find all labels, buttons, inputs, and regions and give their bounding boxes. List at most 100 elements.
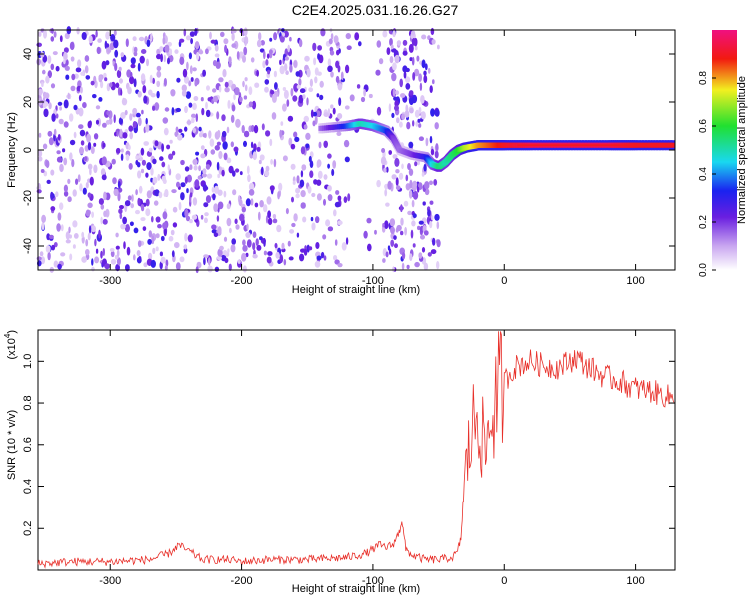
noise-blob <box>333 255 338 261</box>
noise-blob <box>392 62 397 71</box>
noise-blob <box>271 112 277 120</box>
noise-blob <box>212 88 217 93</box>
noise-blob <box>133 46 138 53</box>
noise-blob <box>137 62 141 72</box>
noise-blob <box>272 218 278 224</box>
noise-blob <box>231 28 237 34</box>
noise-blob <box>103 191 107 201</box>
noise-blob <box>64 65 70 71</box>
noise-blob <box>205 164 211 170</box>
noise-blob <box>119 128 123 138</box>
noise-blob <box>294 136 300 143</box>
noise-blob <box>270 90 275 95</box>
noise-blob <box>188 52 192 60</box>
noise-blob <box>53 260 59 268</box>
noise-blob <box>102 122 107 128</box>
noise-blob <box>242 265 247 273</box>
noise-blob <box>430 249 437 255</box>
noise-blob <box>57 212 62 221</box>
noise-blob <box>298 94 304 104</box>
noise-blob <box>168 153 174 160</box>
noise-blob <box>175 126 179 133</box>
noise-blob <box>55 191 59 198</box>
noise-blob <box>91 211 94 218</box>
noise-blob <box>408 141 414 149</box>
noise-blob <box>312 120 316 127</box>
noise-blob <box>235 168 240 173</box>
noise-blob <box>78 94 82 102</box>
noise-blob <box>189 65 193 75</box>
noise-blob <box>63 121 69 128</box>
noise-blob <box>398 172 404 180</box>
noise-blob <box>385 251 389 258</box>
noise-blob <box>133 227 139 234</box>
noise-blob <box>143 95 148 104</box>
noise-blob <box>67 196 72 203</box>
noise-blob <box>239 96 243 103</box>
noise-blob <box>411 199 415 208</box>
noise-blob <box>298 78 302 86</box>
noise-blob <box>85 182 89 189</box>
noise-blob <box>156 65 162 72</box>
noise-blob <box>310 109 314 118</box>
noise-blob <box>238 198 243 207</box>
noise-blob <box>44 92 50 99</box>
noise-blob <box>312 111 318 117</box>
noise-blob <box>155 233 160 239</box>
noise-blob <box>115 147 121 154</box>
noise-blob <box>392 154 398 159</box>
noise-blob <box>216 141 221 146</box>
noise-blob <box>63 47 69 53</box>
noise-blob <box>265 130 271 137</box>
colorbar-tick-label: 0.8 <box>698 71 709 85</box>
noise-blob <box>292 95 298 102</box>
noise-blob <box>259 48 265 53</box>
noise-blob <box>250 198 254 206</box>
noise-blob <box>230 141 234 148</box>
noise-blob <box>116 257 121 266</box>
noise-blob <box>425 137 429 147</box>
noise-blob <box>135 189 138 196</box>
noise-blob <box>87 202 93 209</box>
noise-blob <box>431 215 434 221</box>
noise-blob <box>283 259 287 266</box>
noise-blob <box>332 107 336 115</box>
noise-blob <box>111 158 116 165</box>
noise-blob <box>100 168 106 177</box>
noise-blob <box>292 180 296 185</box>
noise-blob <box>317 53 321 60</box>
noise-blob <box>245 198 251 207</box>
noise-blob <box>89 176 94 186</box>
noise-blob <box>103 210 107 217</box>
noise-blob <box>192 197 198 206</box>
noise-blob <box>301 164 307 171</box>
noise-blob <box>156 80 161 88</box>
noise-blob <box>327 226 334 232</box>
noise-blob <box>57 101 63 106</box>
noise-blob <box>392 30 396 38</box>
noise-blob <box>80 140 85 146</box>
noise-blob <box>85 239 89 247</box>
noise-blob <box>184 106 188 113</box>
noise-blob <box>309 78 313 87</box>
noise-blob <box>256 146 261 152</box>
noise-blob <box>402 50 408 56</box>
noise-blob <box>300 190 306 198</box>
noise-blob <box>130 203 134 209</box>
noise-blob <box>344 105 350 110</box>
noise-blob <box>159 156 164 161</box>
noise-blob <box>59 35 63 43</box>
noise-blob <box>390 226 395 234</box>
snr-x-ticks: -300 -200 -100 0 100 <box>99 330 645 587</box>
noise-blob <box>44 101 49 107</box>
noise-blob <box>423 163 427 172</box>
y-tick-label: 0.8 <box>22 395 34 410</box>
noise-blob <box>101 60 107 70</box>
noise-blob <box>116 249 120 258</box>
noise-blob <box>336 49 340 56</box>
noise-blob <box>248 101 253 108</box>
noise-blob <box>205 48 209 55</box>
noise-blob <box>191 214 198 220</box>
noise-blob <box>38 132 42 138</box>
noise-blob <box>171 189 177 194</box>
